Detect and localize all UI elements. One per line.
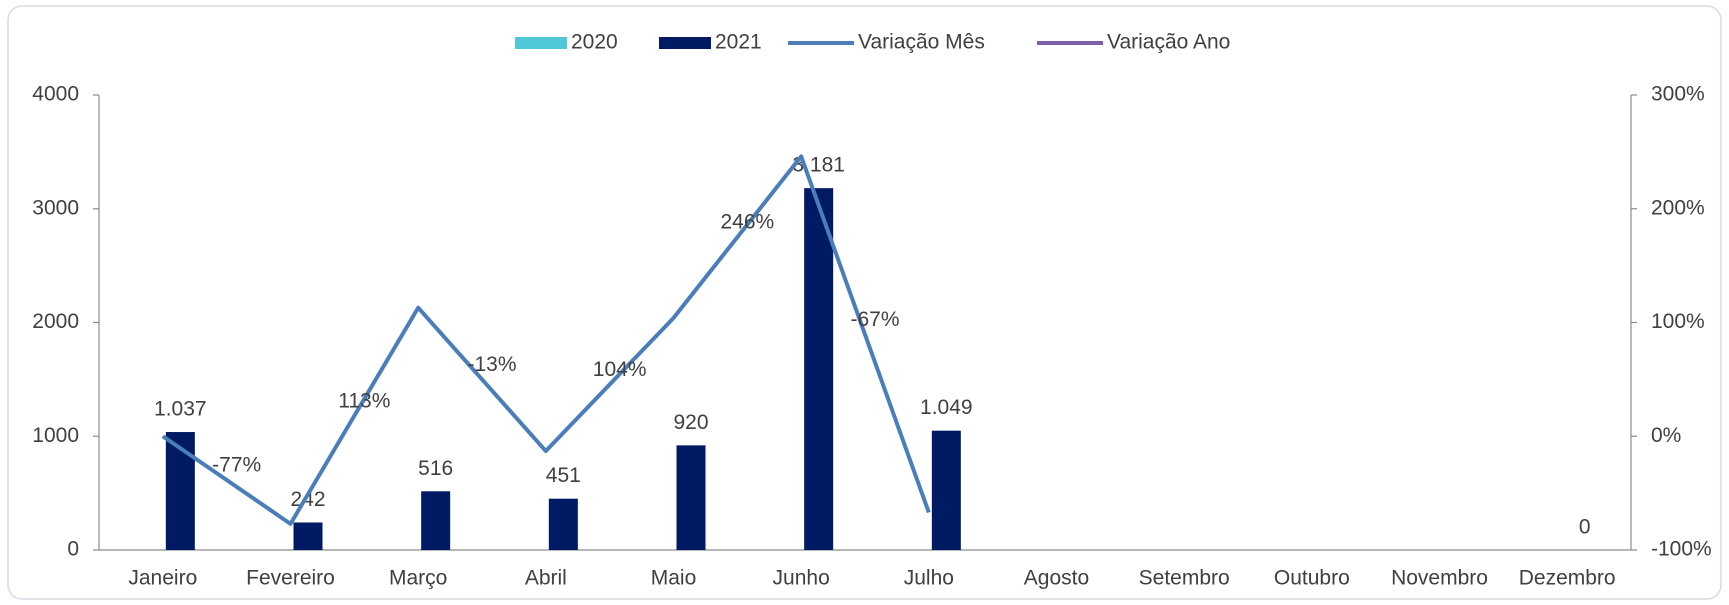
y2-tick-label: 100%: [1651, 310, 1705, 333]
x-tick-label: Dezembro: [1519, 567, 1616, 590]
x-tick-label: Setembro: [1139, 567, 1230, 590]
bar-value-label: 516: [418, 457, 453, 480]
line-value-label: 246%: [720, 211, 774, 234]
bar: [421, 491, 451, 550]
y2-tick-label: -100%: [1651, 538, 1712, 561]
bar: [548, 498, 578, 550]
bar-value-label: 1.049: [920, 396, 973, 419]
line-value-label: -13%: [467, 353, 516, 376]
x-tick-label: Novembro: [1391, 567, 1488, 590]
y-tick-label: 0: [67, 538, 79, 561]
legend-label: Variação Ano: [1107, 31, 1230, 54]
y-tick-label: 4000: [32, 83, 79, 106]
x-tick-label: Janeiro: [128, 567, 197, 590]
bar-value-label: 920: [673, 411, 708, 434]
line-value-label: 104%: [593, 358, 647, 381]
y2-tick-label: 200%: [1651, 196, 1705, 219]
line: [161, 154, 931, 526]
x-tick-label: Março: [389, 567, 447, 590]
line-value-label: -67%: [850, 308, 899, 331]
legend-swatch: [659, 37, 711, 49]
legend-label: 2021: [715, 31, 762, 54]
bar: [931, 430, 961, 550]
legend-swatch: [515, 37, 567, 49]
y2-tick-label: 0%: [1651, 424, 1681, 447]
y2-tick-label: 300%: [1651, 83, 1705, 106]
x-tick-label: Maio: [651, 567, 697, 590]
bar-value-label: 1.037: [154, 398, 207, 421]
chart-border: [7, 5, 1722, 600]
bar: [676, 445, 706, 550]
x-tick-label: Agosto: [1024, 567, 1089, 590]
line-value-label: 113%: [338, 389, 390, 412]
legend-label: Variação Mês: [858, 31, 985, 54]
x-tick-label: Fevereiro: [246, 567, 335, 590]
bar-value-label: 451: [546, 464, 581, 487]
x-tick-label: Julho: [904, 567, 954, 590]
y-tick-label: 3000: [32, 196, 79, 219]
x-tick-label: Abril: [525, 567, 567, 590]
y-tick-label: 1000: [32, 424, 79, 447]
bar: [804, 188, 834, 550]
y-tick-label: 2000: [32, 310, 79, 333]
bar: [293, 522, 323, 550]
x-tick-label: Junho: [773, 567, 830, 590]
x-tick-label: Outubro: [1274, 567, 1350, 590]
bar-value-label: 0: [1579, 516, 1591, 539]
bar: [165, 432, 195, 550]
line-value-label: -77%: [212, 454, 261, 477]
legend-label: 2020: [571, 31, 618, 54]
